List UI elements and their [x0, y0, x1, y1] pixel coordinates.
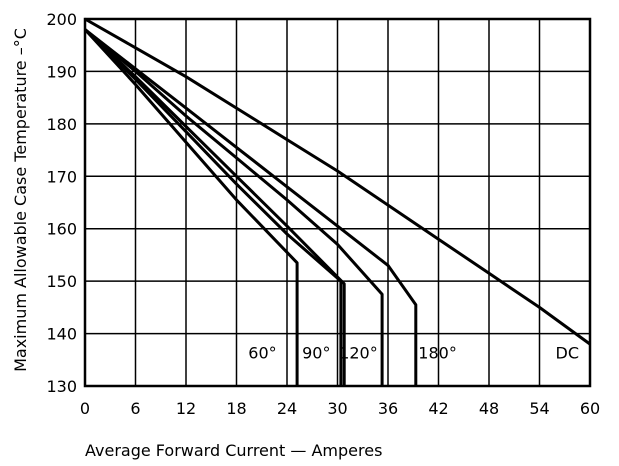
- curve-label: 90°: [302, 344, 330, 363]
- series-line-2: [83, 28, 343, 386]
- x-tick-label: 30: [327, 399, 347, 418]
- curve-labels: 60° 90° 120° 180° DC: [248, 344, 579, 363]
- x-tick-label: 24: [277, 399, 297, 418]
- x-tick-label: 42: [428, 399, 448, 418]
- y-tick-label: 150: [46, 272, 77, 291]
- x-tick-label: 36: [378, 399, 398, 418]
- y-tick-labels: 130 140 150 160 170 180 190 200: [46, 10, 77, 396]
- curve-label: 120°: [339, 344, 378, 363]
- grid-lines: [84, 18, 591, 387]
- curve-label: DC: [556, 344, 580, 363]
- y-tick-label: 170: [46, 167, 77, 186]
- series-line-5: [84, 28, 418, 386]
- x-axis-title: Average Forward Current — Amperes: [85, 441, 382, 460]
- x-tick-label: 48: [479, 399, 499, 418]
- y-tick-label: 180: [46, 115, 77, 134]
- x-tick-label: 60: [580, 399, 600, 418]
- x-tick-label: 0: [80, 399, 90, 418]
- plot-frame: [83, 17, 592, 388]
- x-tick-label: 12: [176, 399, 196, 418]
- series-line-3: [83, 28, 346, 386]
- y-tick-label: 200: [46, 10, 77, 29]
- series-line-6: [84, 17, 591, 346]
- y-tick-label: 140: [46, 325, 77, 344]
- curve-label: 180°: [418, 344, 457, 363]
- x-tick-label: 54: [529, 399, 549, 418]
- y-tick-label: 190: [46, 62, 77, 81]
- y-tick-label: 160: [46, 220, 77, 239]
- curve-label: 60°: [248, 344, 276, 363]
- y-axis-title: Maximum Allowable Case Temperature –°C: [11, 28, 30, 372]
- x-tick-label: 6: [130, 399, 140, 418]
- series-line-4: [84, 28, 384, 386]
- x-tick-label: 18: [226, 399, 246, 418]
- y-tick-label: 130: [46, 377, 77, 396]
- plot-border: [83, 17, 592, 388]
- x-tick-labels: 0 6 12 18 24 30 36 42 48 54 60: [80, 399, 600, 418]
- series-lines: [83, 17, 591, 386]
- series-line-1: [83, 28, 299, 386]
